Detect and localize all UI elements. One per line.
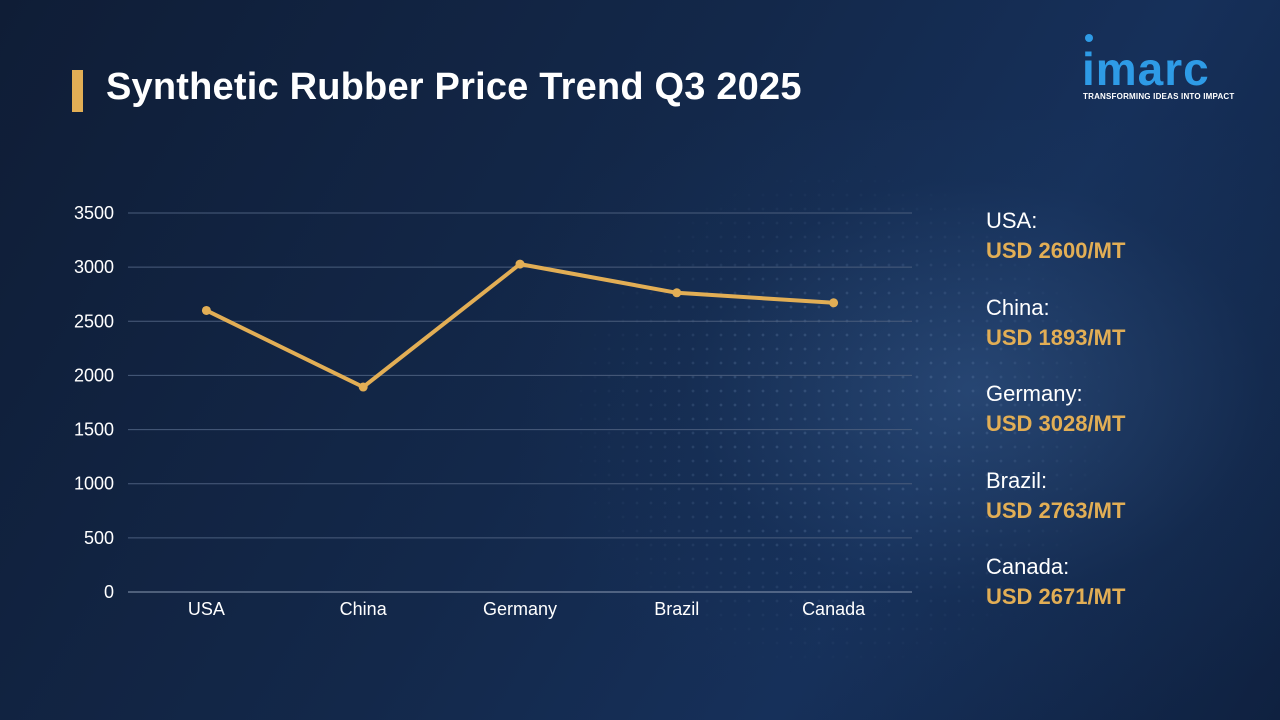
data-point-canada <box>829 298 839 308</box>
x-tick-label: China <box>340 599 388 619</box>
price-item-value: USD 3028/MT <box>986 411 1126 436</box>
price-item-value: USD 2671/MT <box>986 584 1126 609</box>
logo-tagline: TRANSFORMING IDEAS INTO IMPACT <box>1083 92 1235 101</box>
price-item-country: Germany: <box>986 381 1083 406</box>
chart-gridlines <box>128 212 912 593</box>
price-item-value: USD 1893/MT <box>986 324 1126 350</box>
y-tick-label: 1500 <box>74 420 114 440</box>
price-item-value: USD 2600/MT <box>986 238 1126 263</box>
logo-wordmark: imarc <box>1082 43 1210 95</box>
x-tick-label: Canada <box>802 599 866 619</box>
price-item-usa: USA: USD 2600/MT <box>986 206 1125 293</box>
imarc-logo: imarc TRANSFORMING IDEAS INTO IMPACT <box>1080 34 1250 106</box>
data-point-brazil <box>672 288 682 298</box>
data-point-usa <box>201 305 211 315</box>
price-summary-list: USA: USD 2600/MT China: USD 1893/MT Germ… <box>986 206 1125 639</box>
price-item-canada: Canada: USD 2671/MT <box>986 552 1125 639</box>
price-item-germany: Germany: USD 3028/MT <box>986 379 1125 466</box>
x-tick-label: Brazil <box>654 599 699 619</box>
data-point-germany <box>515 259 525 269</box>
y-tick-label: 500 <box>84 528 114 548</box>
x-tick-label: USA <box>188 599 225 619</box>
price-item-china: China: USD 1893/MT <box>986 293 1125 380</box>
title-accent-bar <box>72 70 83 112</box>
page-title: Synthetic Rubber Price Trend Q3 2025 <box>106 66 802 108</box>
price-item-value: USD 2763/MT <box>986 497 1126 523</box>
y-axis-tick-labels: 0 500 1000 1500 2000 2500 3000 3500 <box>74 203 114 602</box>
y-tick-label: 3000 <box>74 257 114 277</box>
y-tick-label: 0 <box>104 582 114 602</box>
price-item-brazil: Brazil: USD 2763/MT <box>986 466 1125 553</box>
y-tick-label: 1000 <box>74 474 114 494</box>
price-item-country: USA: <box>986 208 1038 233</box>
y-tick-label: 2500 <box>74 311 114 331</box>
price-item-country: Brazil: <box>986 467 1048 493</box>
x-tick-label: Germany <box>483 599 557 619</box>
logo-dot <box>1085 34 1093 42</box>
price-item-country: Canada: <box>986 554 1070 579</box>
y-tick-label: 3500 <box>74 203 114 223</box>
x-axis-tick-labels: USA China Germany Brazil Canada <box>188 599 866 619</box>
data-point-china <box>358 382 368 392</box>
series-line <box>205 262 834 390</box>
chart-series <box>201 259 839 392</box>
price-item-country: China: <box>986 294 1050 320</box>
y-tick-label: 2000 <box>74 365 114 385</box>
